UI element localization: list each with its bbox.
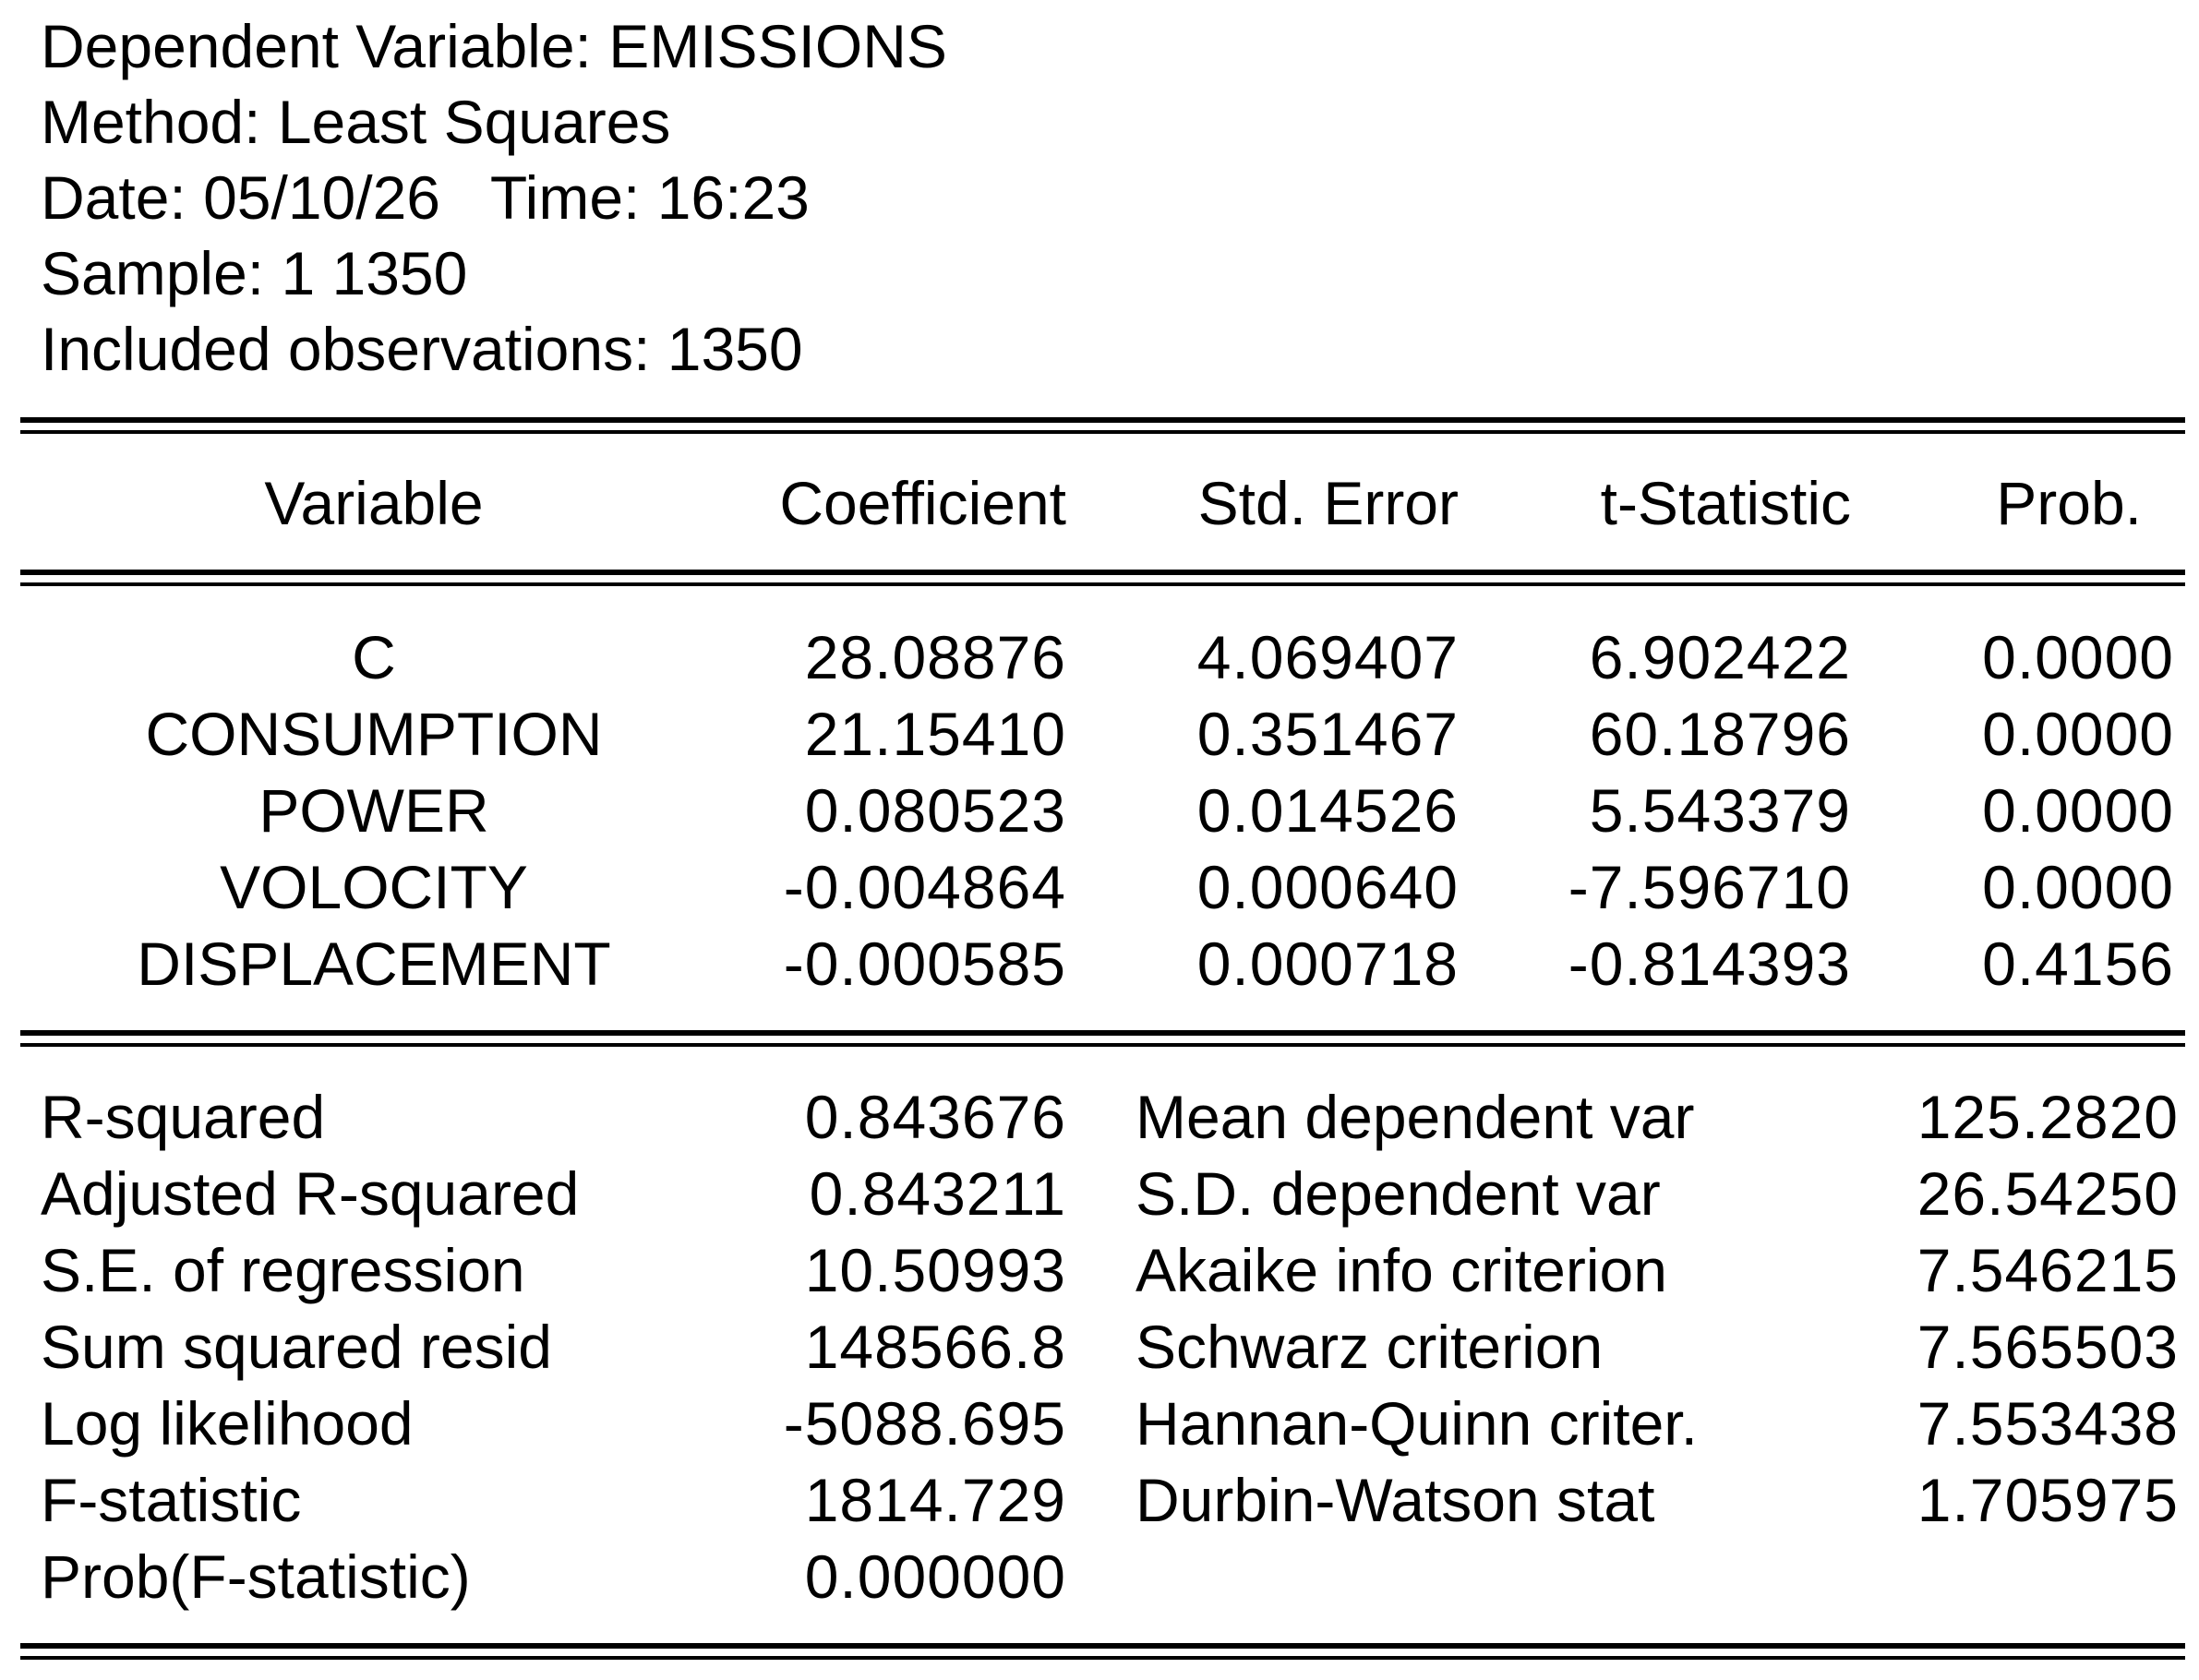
coefficient-value: -0.000585 [783, 930, 1066, 998]
prob-value: 0.0000 [1982, 700, 2174, 768]
std-error-value: 0.014526 [1196, 776, 1459, 845]
stat-label: Adjusted R-squared [41, 1159, 580, 1228]
variable-name: VOLOCITY [220, 853, 528, 921]
coefficient-value: 0.080523 [804, 776, 1066, 845]
variable-name: C [352, 623, 396, 691]
stat-value: 125.2820 [1917, 1083, 2179, 1151]
t-statistic-value: 5.543379 [1589, 776, 1851, 845]
method-line: Method: Least Squares [41, 88, 671, 156]
stat-value: 0.843676 [804, 1083, 1066, 1151]
coefficients-bottom-rule [20, 1030, 2185, 1050]
variable-name: DISPLACEMENT [137, 930, 611, 998]
stat-label: Akaike info criterion [1136, 1236, 1667, 1304]
std-error-value: 4.069407 [1196, 623, 1459, 691]
column-header-variable: Variable [264, 469, 484, 537]
table-top-rule [20, 417, 2185, 438]
stat-value: -5088.695 [783, 1389, 1066, 1458]
stat-label: F-statistic [41, 1466, 302, 1534]
stat-label: R-squared [41, 1083, 326, 1151]
variable-name: POWER [258, 776, 489, 845]
prob-value: 0.0000 [1982, 623, 2174, 691]
coefficient-value: 21.15410 [804, 700, 1066, 768]
stat-label: Mean dependent var [1136, 1083, 1695, 1151]
stat-label: Durbin-Watson stat [1136, 1466, 1655, 1534]
stat-value: 148566.8 [804, 1313, 1066, 1381]
t-statistic-value: -0.814393 [1568, 930, 1851, 998]
column-header-coefficient: Coefficient [779, 469, 1066, 537]
stat-value: 7.553438 [1917, 1389, 2179, 1458]
header-bottom-rule [20, 570, 2185, 590]
stat-label: S.E. of regression [41, 1236, 525, 1304]
prob-value: 0.0000 [1982, 853, 2174, 921]
stat-value: 10.50993 [804, 1236, 1066, 1304]
included-observations-line: Included observations: 1350 [41, 315, 803, 383]
coefficient-value: 28.08876 [804, 623, 1066, 691]
t-statistic-value: -7.596710 [1568, 853, 1851, 921]
stat-label: Hannan-Quinn criter. [1136, 1389, 1698, 1458]
stat-label: Prob(F-statistic) [41, 1542, 471, 1611]
std-error-value: 0.000640 [1196, 853, 1459, 921]
t-statistic-value: 6.902422 [1589, 623, 1851, 691]
column-header-prob: Prob. [1996, 469, 2142, 537]
stat-label: Log likelihood [41, 1389, 414, 1458]
stat-value: 0.843211 [809, 1159, 1066, 1228]
column-header-std-error: Std. Error [1197, 469, 1459, 537]
t-statistic-value: 60.18796 [1589, 700, 1851, 768]
std-error-value: 0.351467 [1196, 700, 1459, 768]
dependent-variable-line: Dependent Variable: EMISSIONS [41, 12, 947, 80]
coefficient-value: -0.004864 [783, 853, 1066, 921]
date-time-line: Date: 05/10/26 Time: 16:23 [41, 163, 810, 232]
stat-label: Sum squared resid [41, 1313, 552, 1381]
prob-value: 0.0000 [1982, 776, 2174, 845]
stat-value: 7.546215 [1917, 1236, 2179, 1304]
variable-name: CONSUMPTION [145, 700, 603, 768]
std-error-value: 0.000718 [1196, 930, 1459, 998]
stat-value: 26.54250 [1917, 1159, 2179, 1228]
stat-label: S.D. dependent var [1136, 1159, 1661, 1228]
stat-value: 0.000000 [804, 1542, 1066, 1611]
stat-label: Schwarz criterion [1136, 1313, 1604, 1381]
column-header-t-statistic: t-Statistic [1600, 469, 1851, 537]
stat-value: 7.565503 [1917, 1313, 2179, 1381]
table-bottom-rule [20, 1643, 2185, 1663]
prob-value: 0.4156 [1982, 930, 2174, 998]
stat-value: 1.705975 [1917, 1466, 2179, 1534]
stat-value: 1814.729 [804, 1466, 1066, 1534]
sample-line: Sample: 1 1350 [41, 239, 468, 307]
